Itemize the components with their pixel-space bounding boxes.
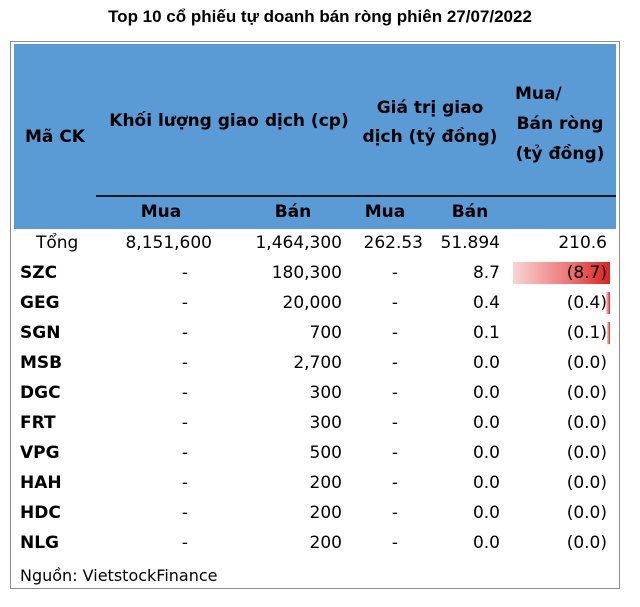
- row-code: NLG: [20, 533, 60, 553]
- row-val-sell: 0.1: [472, 323, 500, 343]
- net-bar: [605, 292, 610, 314]
- header-net-line2: Bán ròng: [516, 114, 604, 134]
- row-val-sell: 0.0: [472, 353, 500, 373]
- row-vol-buy: -: [181, 293, 189, 313]
- row-vol-sell: 300: [309, 383, 342, 403]
- row-val-buy: -: [391, 503, 399, 523]
- source-note: Nguồn: VietstockFinance: [20, 566, 218, 585]
- row-val-buy: -: [391, 353, 399, 373]
- row-vol-sell: 300: [309, 413, 342, 433]
- row-vol-buy: -: [181, 353, 189, 373]
- subheader-val-buy: Mua: [364, 202, 406, 222]
- row-val-buy: -: [391, 323, 399, 343]
- table-header: [14, 44, 616, 229]
- net-bar: [513, 262, 610, 284]
- total-label: Tổng: [36, 233, 79, 253]
- header-value-line1: Giá trị giao: [376, 98, 484, 118]
- row-val-buy: -: [391, 473, 399, 493]
- row-code: FRT: [20, 413, 56, 433]
- net-bar: [607, 322, 610, 344]
- row-vol-sell: 2,700: [293, 353, 342, 373]
- row-val-buy: -: [391, 413, 399, 433]
- subheader-val-sell: Bán: [451, 202, 489, 222]
- row-val-sell: 0.0: [472, 503, 500, 523]
- row-code: MSB: [20, 353, 63, 373]
- row-val-buy: -: [391, 443, 399, 463]
- total-vol-sell: 1,464,300: [255, 233, 342, 253]
- row-vol-buy: -: [181, 443, 189, 463]
- row-net: (8.7): [566, 263, 607, 283]
- row-code: SZC: [20, 263, 58, 283]
- row-net: (0.0): [566, 353, 607, 373]
- row-vol-sell: 180,300: [271, 263, 342, 283]
- table-title: Top 10 cổ phiếu tự doanh bán ròng phiên …: [108, 7, 532, 26]
- row-val-sell: 0.0: [472, 443, 500, 463]
- row-vol-sell: 200: [309, 473, 342, 493]
- row-code: DGC: [20, 383, 61, 403]
- row-vol-buy: -: [181, 533, 189, 553]
- row-net: (0.0): [566, 383, 607, 403]
- row-val-buy: -: [391, 383, 399, 403]
- row-vol-buy: -: [181, 503, 189, 523]
- total-val-sell: 51.894: [440, 233, 500, 253]
- row-val-sell: 0.0: [472, 473, 500, 493]
- row-val-sell: 0.0: [472, 413, 500, 433]
- row-net: (0.0): [566, 503, 607, 523]
- row-val-sell: 0.0: [472, 383, 500, 403]
- total-vol-buy: 8,151,600: [125, 233, 212, 253]
- row-code: HDC: [20, 503, 61, 523]
- subheader-vol-buy: Mua: [140, 202, 182, 222]
- subheader-vol-sell: Bán: [274, 202, 312, 222]
- table-frame: [10, 41, 620, 589]
- row-net: (0.0): [566, 533, 607, 553]
- row-val-sell: 0.4: [472, 293, 500, 313]
- row-net: (0.1): [566, 323, 607, 343]
- row-vol-sell: 20,000: [282, 293, 342, 313]
- row-vol-sell: 700: [309, 323, 342, 343]
- header-value-line2: dịch (tỷ đồng): [362, 127, 498, 147]
- row-code: HAH: [20, 473, 62, 493]
- header-net-line3: (tỷ đồng): [515, 144, 605, 164]
- row-vol-sell: 200: [309, 503, 342, 523]
- row-vol-sell: 200: [309, 533, 342, 553]
- row-val-buy: -: [391, 263, 399, 283]
- total-val-buy: 262.53: [363, 233, 423, 253]
- row-vol-buy: -: [181, 323, 189, 343]
- row-vol-sell: 500: [309, 443, 342, 463]
- row-code: SGN: [20, 323, 61, 343]
- row-vol-buy: -: [181, 383, 189, 403]
- row-val-buy: -: [391, 293, 399, 313]
- header-code: Mã CK: [25, 127, 85, 147]
- row-val-buy: -: [391, 533, 399, 553]
- total-net: 210.6: [558, 233, 607, 253]
- row-vol-buy: -: [181, 473, 189, 493]
- row-net: (0.4): [566, 293, 607, 313]
- row-net: (0.0): [566, 413, 607, 433]
- row-net: (0.0): [566, 473, 607, 493]
- header-divider: [96, 195, 616, 197]
- header-volume: Khối lượng giao dịch (cp): [109, 111, 349, 131]
- row-val-sell: 8.7: [472, 263, 500, 283]
- header-net-line1: Mua/: [515, 84, 562, 104]
- row-net: (0.0): [566, 443, 607, 463]
- row-vol-buy: -: [181, 263, 189, 283]
- row-code: VPG: [20, 443, 60, 463]
- row-val-sell: 0.0: [472, 533, 500, 553]
- row-code: GEG: [20, 293, 60, 313]
- row-vol-buy: -: [181, 413, 189, 433]
